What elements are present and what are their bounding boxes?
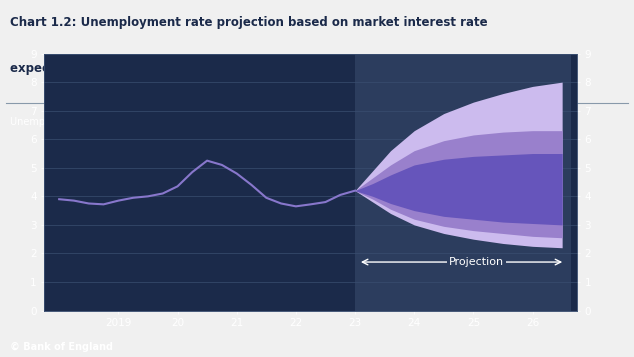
Text: expectations, other policy measures as announced: expectations, other policy measures as a… [10, 62, 347, 75]
Bar [355, 54, 571, 311]
Text: Unemployment rate (per cent): Unemployment rate (per cent) [10, 117, 159, 127]
Text: Projection: Projection [449, 257, 504, 267]
Text: © Bank of England: © Bank of England [10, 342, 112, 352]
Text: Chart 1.2: Unemployment rate projection based on market interest rate: Chart 1.2: Unemployment rate projection … [10, 16, 487, 29]
